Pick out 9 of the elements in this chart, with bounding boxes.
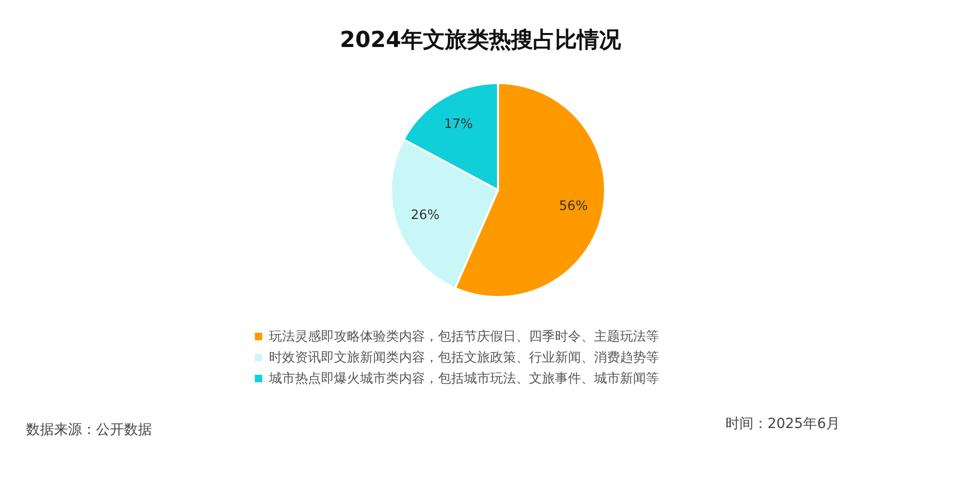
data-label: 17% (444, 116, 473, 132)
chart-title: 2024年文旅类热搜占比情况 (340, 27, 622, 53)
legend-label: 城市热点即爆火城市类内容，包括城市玩法、文旅事件、城市新闻等 (268, 370, 659, 386)
legend-label: 时效资讯即文旅新闻类内容，包括文旅政策、行业新闻、消费趋势等 (269, 350, 659, 366)
data-label: 26% (410, 208, 440, 224)
data-label: 56% (558, 198, 588, 214)
source-note: 数据来源：公开数据 (26, 422, 152, 438)
legend-label: 玩法灵感即攻略体验类内容，包括节庆假日、四季时令、主题玩法等 (269, 328, 659, 344)
text: 时间：2025年6月 (725, 416, 840, 432)
